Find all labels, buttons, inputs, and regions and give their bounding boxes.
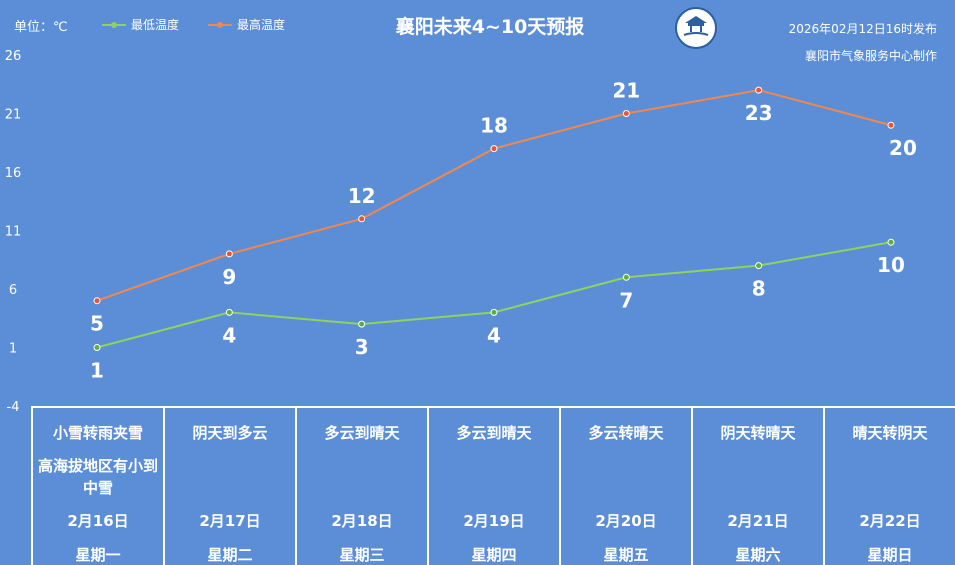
y-tick-label: 16 [5, 166, 22, 181]
high-temp-data-label: 23 [745, 101, 773, 125]
weather-desc: 多云转晴天 [588, 424, 664, 442]
forecast-date: 2月17日 [199, 512, 261, 530]
low-temp-data-label: 3 [355, 335, 369, 359]
low-temp-data-label: 10 [877, 253, 905, 277]
weather-desc: 晴天转阴天 [852, 424, 928, 442]
forecast-date: 2月21日 [727, 512, 789, 530]
forecast-weekday: 星期一 [75, 546, 121, 564]
low-temp-point [755, 262, 763, 270]
low-temp-point [490, 308, 498, 316]
weather-desc: 小雪转雨夹雪 [52, 424, 143, 442]
low-temp-data-label: 8 [752, 277, 766, 301]
legend-low-label: 最低温度 [131, 18, 180, 32]
legend-high-swatch [208, 21, 232, 28]
weather-desc: 多云到晴天 [456, 424, 532, 442]
high-temp-point [490, 145, 498, 153]
y-tick-label: 1 [9, 342, 17, 357]
forecast-weekday: 星期四 [471, 546, 517, 564]
high-temp-point [225, 250, 233, 258]
forecast-day-col: 阴天到多云 2月17日 星期二 [163, 408, 295, 565]
forecast-date: 2月19日 [463, 512, 525, 530]
low-temp-point [622, 273, 630, 281]
low-temp-data-label: 4 [222, 323, 236, 347]
high-temp-data-label: 21 [612, 79, 640, 103]
forecast-date: 2月22日 [859, 512, 921, 530]
low-temp-point [887, 238, 895, 246]
forecast-weekday: 星期六 [735, 546, 781, 564]
forecast-day-col: 多云到晴天 2月19日 星期四 [427, 408, 559, 565]
high-temp-data-label: 12 [348, 184, 376, 208]
low-temp-data-label: 4 [487, 323, 501, 347]
legend-high-label: 最高温度 [237, 18, 286, 32]
high-temp-point [93, 297, 101, 305]
weather-desc: 阴天到多云 [192, 424, 268, 442]
legend-low-temp[interactable]: 最低温度 [102, 16, 179, 33]
high-temp-data-label: 9 [222, 265, 236, 289]
publish-info: 2026年02月12日16时发布 襄阳市气象服务中心制作 [789, 16, 937, 70]
high-temp-data-label: 18 [480, 114, 508, 138]
low-temp-data-label: 7 [619, 288, 633, 312]
forecast-date: 2月20日 [595, 512, 657, 530]
publish-time: 2026年02月12日16时发布 [788, 22, 937, 36]
y-tick-label: -4 [7, 400, 20, 415]
legend-low-swatch [102, 21, 126, 28]
high-temp-point [358, 215, 366, 223]
high-temp-data-label: 20 [889, 136, 917, 160]
chart-title: 襄阳未来4~10天预报 [395, 16, 585, 38]
forecast-day-col: 阴天转晴天 2月21日 星期六 [691, 408, 823, 565]
low-temp-point [93, 344, 101, 351]
y-tick-label: 21 [5, 108, 22, 123]
high-temp-data-label: 5 [90, 312, 104, 336]
forecast-weekday: 星期二 [207, 546, 253, 564]
low-temp-point [225, 308, 233, 316]
y-tick-label: 26 [5, 49, 22, 64]
y-tick-label: 11 [5, 225, 22, 240]
forecast-weekday: 星期日 [867, 546, 913, 564]
forecast-day-col: 小雪转雨夹雪 高海拔地区有小到中雪 2月16日 星期一 [31, 408, 163, 565]
forecast-table: 小雪转雨夹雪 高海拔地区有小到中雪 2月16日 星期一 阴天到多云 2月17日 … [31, 406, 955, 565]
high-temp-point [622, 110, 630, 117]
forecast-weekday: 星期三 [339, 546, 385, 564]
forecast-day-col: 多云转晴天 2月20日 星期五 [559, 408, 691, 565]
forecast-day-col: 多云到晴天 2月18日 星期三 [295, 408, 427, 565]
forecast-date: 2月18日 [331, 512, 393, 530]
high-temp-point [887, 121, 895, 129]
weather-desc: 阴天转晴天 [720, 424, 796, 442]
weather-note: 高海拔地区有小到中雪 [37, 457, 158, 497]
forecast-weekday: 星期五 [603, 546, 649, 564]
weather-desc: 多云到晴天 [324, 424, 400, 442]
low-temp-data-label: 1 [90, 359, 104, 383]
xiangyang-weather-logo-icon [675, 7, 717, 49]
high-temp-point [755, 86, 763, 94]
legend-high-temp[interactable]: 最高温度 [208, 16, 285, 33]
logo-emblem-icon [683, 16, 709, 36]
y-tick-label: 6 [9, 283, 17, 298]
publisher: 襄阳市气象服务中心制作 [804, 49, 937, 63]
forecast-date: 2月16日 [67, 512, 129, 530]
low-temp-point [358, 320, 366, 328]
forecast-day-col: 晴天转阴天 2月22日 星期日 [823, 408, 955, 565]
unit-label: 单位：℃ [14, 20, 68, 35]
